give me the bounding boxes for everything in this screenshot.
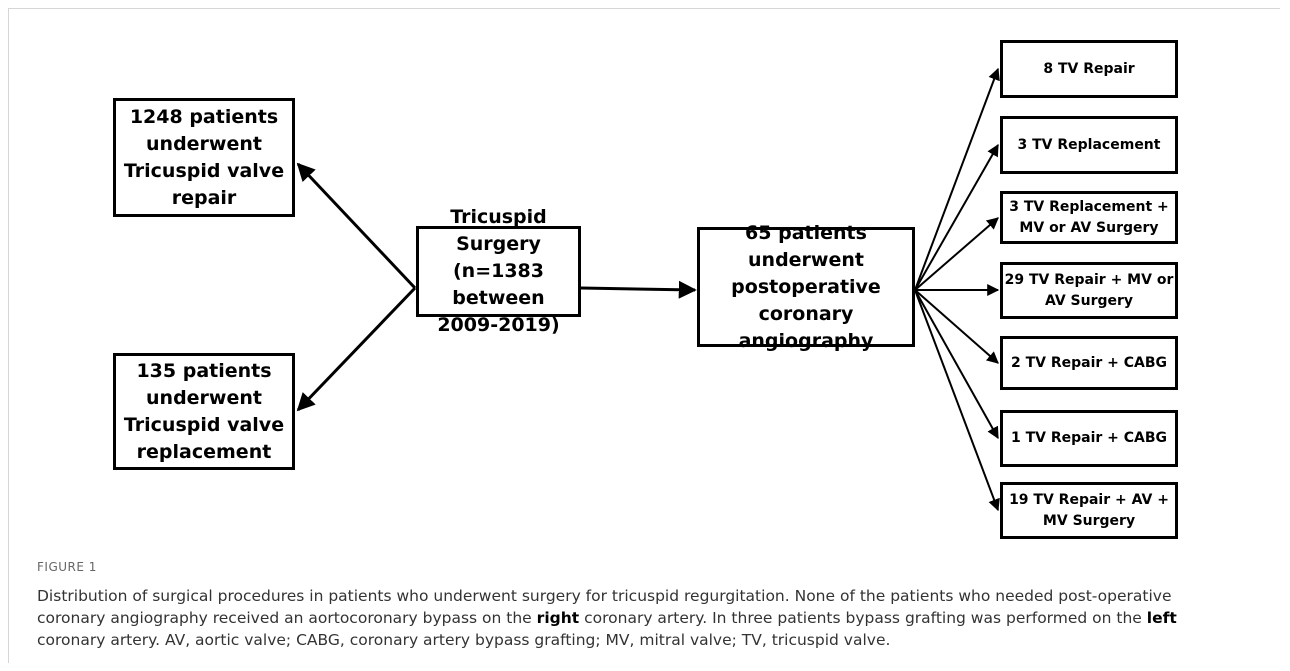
- node-label-line: repair: [171, 186, 237, 209]
- node-box: 8 TV Repair: [1000, 40, 1178, 98]
- arrow: [914, 67, 1000, 291]
- node-label-line: 2009-2019): [437, 314, 560, 336]
- arrow: [914, 289, 999, 364]
- node-label-line: Tricuspid valve: [123, 159, 285, 182]
- node-label-line: coronary angiography: [738, 302, 874, 352]
- node-label-line: 3 TV Replacement: [1017, 136, 1161, 153]
- node-box: Tricuspid Surgery (n=1383 between 2009-201…: [416, 206, 581, 336]
- node-label-line: 29 TV Repair + MV or: [1004, 271, 1174, 288]
- node-label-line: 8 TV Repair: [1043, 60, 1135, 77]
- node-label-line: MV Surgery: [1042, 512, 1136, 529]
- node-label-line: 3 TV Replacement +: [1009, 198, 1169, 215]
- node-label-line: (n=1383 between: [452, 260, 545, 309]
- node-label-line: Tricuspid Surgery: [450, 206, 547, 255]
- arrow: [914, 217, 999, 291]
- caption-text: coronary artery. AV, aortic valve; CABG,…: [37, 631, 891, 649]
- node-label-line: Tricuspid valve: [123, 413, 285, 436]
- node-label-line: 2 TV Repair + CABG: [1010, 354, 1168, 371]
- arrow: [580, 280, 697, 299]
- frame: [8, 8, 1280, 663]
- figure-label: FIGURE 1: [37, 560, 97, 574]
- arrow: [296, 286, 417, 412]
- node-label-line: postoperative: [731, 275, 881, 298]
- node-box: 1248 patients underwent Tricuspid valve rep…: [113, 98, 295, 217]
- arrow: [914, 289, 1000, 512]
- arrow: [914, 289, 999, 440]
- arrow: [296, 162, 417, 290]
- node-box: 2 TV Repair + CABG: [1000, 336, 1178, 390]
- node-box: 135 patients underwent Tricuspid valve repl…: [113, 353, 295, 470]
- node-label-line: 19 TV Repair + AV +: [1009, 491, 1169, 508]
- caption-bold: left: [1146, 609, 1177, 627]
- node-label-line: 1 TV Repair + CABG: [1010, 430, 1168, 446]
- node-label-line: underwent: [146, 386, 262, 409]
- node-box: 65 patients underwent postoperative coronar…: [697, 222, 915, 352]
- node-label-line: underwent: [748, 248, 864, 271]
- node-box: 29 TV Repair + MV or AV Surgery: [1000, 262, 1178, 319]
- node-box: 19 TV Repair + AV + MV Surgery: [1000, 482, 1178, 539]
- caption-bold: right: [536, 609, 580, 627]
- node-box: 1 TV Repair + CABG: [1000, 410, 1178, 467]
- node-label-line: 1248 patients: [129, 105, 279, 128]
- node-box: 3 TV Replacement: [1000, 116, 1178, 174]
- caption-text: coronary artery. In three patients bypas…: [584, 609, 1142, 627]
- node-label-line: 65 patients: [745, 221, 867, 244]
- arrow: [914, 143, 999, 291]
- node-label-line: underwent: [146, 132, 262, 155]
- caption-text: Distribution of surgical procedures in p…: [37, 587, 1172, 627]
- node-label-line: MV or AV Surgery: [1019, 219, 1159, 236]
- node-label-line: replacement: [136, 440, 272, 463]
- node-box: 3 TV Replacement + MV or AV Surgery: [1000, 191, 1178, 244]
- node-label-line: 135 patients: [136, 359, 272, 382]
- caption: Distribution of surgical procedures in p…: [37, 585, 1237, 651]
- node-label-line: AV Surgery: [1044, 292, 1134, 309]
